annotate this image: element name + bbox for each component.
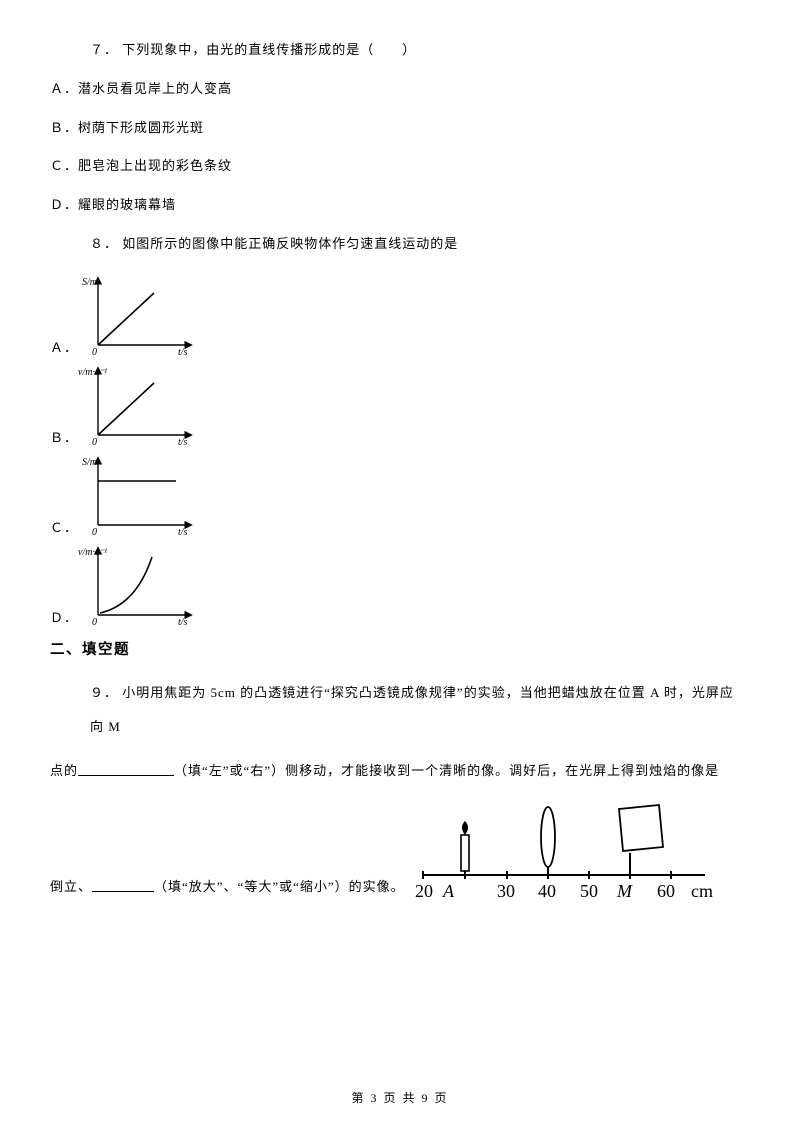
q9-blank-2 xyxy=(92,878,154,892)
q7-number: ７． xyxy=(90,42,118,57)
q9-optical-bench: 20 A 30 40 50 M 60 cm xyxy=(405,797,735,907)
q8-option-c-label: Ｃ． xyxy=(50,518,78,539)
q9-number: ９． xyxy=(90,685,118,700)
q8-option-b-label: Ｂ． xyxy=(50,428,78,449)
q8-option-a-row: Ａ． S/m t/s 0 xyxy=(50,273,738,359)
bench-tick-30: 30 xyxy=(497,881,515,901)
q8-chart-a: S/m t/s 0 xyxy=(78,273,200,359)
q9-part2-prefix: 点的 xyxy=(50,763,78,778)
q8-option-c-row: Ｃ． S/m t/s 0 xyxy=(50,453,738,539)
screen-icon xyxy=(619,805,663,875)
chart-b-origin: 0 xyxy=(92,437,97,448)
chart-b-ylabel: v/m·s⁻¹ xyxy=(78,367,107,378)
q9-line2: 点的 （填“左”或“右”）侧移动，才能接收到一个清晰的像。调好后，在光屏上得到烛焰… xyxy=(50,754,738,788)
q8-chart-c: S/m t/s 0 xyxy=(78,453,200,539)
q9-bench-row: 倒立、 （填“放大”、“等大”或“缩小”）的实像。 20 A 30 40 50 M… xyxy=(50,797,738,907)
candle-icon xyxy=(461,821,469,871)
bench-M: M xyxy=(616,881,633,901)
chart-d-xlabel: t/s xyxy=(178,617,188,628)
q9-line3: 倒立、 （填“放大”、“等大”或“缩小”）的实像。 xyxy=(50,870,405,908)
q9-part3-hint: （填“放大”、“等大”或“缩小”）的实像。 xyxy=(154,879,405,894)
q7-option-d: Ｄ．耀眼的玻璃幕墙 xyxy=(50,195,738,216)
page-footer: 第 3 页 共 9 页 xyxy=(0,1089,800,1108)
chart-c-ylabel: S/m xyxy=(82,457,97,468)
bench-tick-60: 60 xyxy=(657,881,675,901)
q9-part1: 小明用焦距为 5cm 的凸透镜进行“探究凸透镜成像规律”的实验，当他把蜡烛放在位… xyxy=(90,685,734,734)
q9-blank-1 xyxy=(78,762,174,776)
bench-A: A xyxy=(442,881,455,901)
chart-c-origin: 0 xyxy=(92,527,97,538)
chart-d-ylabel: v/m·s⁻¹ xyxy=(78,547,107,558)
q8-option-a-label: Ａ． xyxy=(50,338,78,359)
q8-option-d-label: Ｄ． xyxy=(50,608,78,629)
bench-unit: cm xyxy=(691,881,713,901)
q8-chart-b: v/m·s⁻¹ t/s 0 xyxy=(78,363,200,449)
bench-tick-20: 20 xyxy=(415,881,433,901)
chart-a-origin: 0 xyxy=(92,347,97,358)
chart-b-xlabel: t/s xyxy=(178,437,188,448)
bench-tick-40: 40 xyxy=(538,881,556,901)
chart-d-origin: 0 xyxy=(92,617,97,628)
q8-stem: ８． 如图所示的图像中能正确反映物体作匀速直线运动的是 xyxy=(90,234,738,255)
q7-option-b: Ｂ．树荫下形成圆形光斑 xyxy=(50,118,738,139)
page-content: ７． 下列现象中，由光的直线传播形成的是（ ） Ａ．潜水员看见岸上的人变高 Ｂ．… xyxy=(0,0,800,907)
chart-a-ylabel: S/m xyxy=(82,277,97,288)
section-2-heading: 二、填空题 xyxy=(50,639,738,662)
q7-option-a: Ａ．潜水员看见岸上的人变高 xyxy=(50,79,738,100)
q9-part2-hint: （填“左”或“右”）侧移动，才能接收到一个清晰的像。调好后，在光屏上得到烛焰的像… xyxy=(174,763,719,778)
q7-stem: ７． 下列现象中，由光的直线传播形成的是（ ） xyxy=(90,40,738,61)
q9-stem: ９． 小明用焦距为 5cm 的凸透镜进行“探究凸透镜成像规律”的实验，当他把蜡烛… xyxy=(90,676,738,744)
q7-option-c: Ｃ．肥皂泡上出现的彩色条纹 xyxy=(50,156,738,177)
q8-option-b-row: Ｂ． v/m·s⁻¹ t/s 0 xyxy=(50,363,738,449)
q8-text: 如图所示的图像中能正确反映物体作匀速直线运动的是 xyxy=(122,236,458,251)
q8-option-d-row: Ｄ． v/m·s⁻¹ t/s 0 xyxy=(50,543,738,629)
q9-part3-prefix: 倒立、 xyxy=(50,879,92,894)
chart-a-xlabel: t/s xyxy=(178,347,188,358)
q8-number: ８． xyxy=(90,236,118,251)
q7-text: 下列现象中，由光的直线传播形成的是（ ） xyxy=(122,42,416,57)
q8-chart-d: v/m·s⁻¹ t/s 0 xyxy=(78,543,200,629)
chart-c-xlabel: t/s xyxy=(178,527,188,538)
lens-icon xyxy=(541,807,555,875)
bench-tick-50: 50 xyxy=(580,881,598,901)
